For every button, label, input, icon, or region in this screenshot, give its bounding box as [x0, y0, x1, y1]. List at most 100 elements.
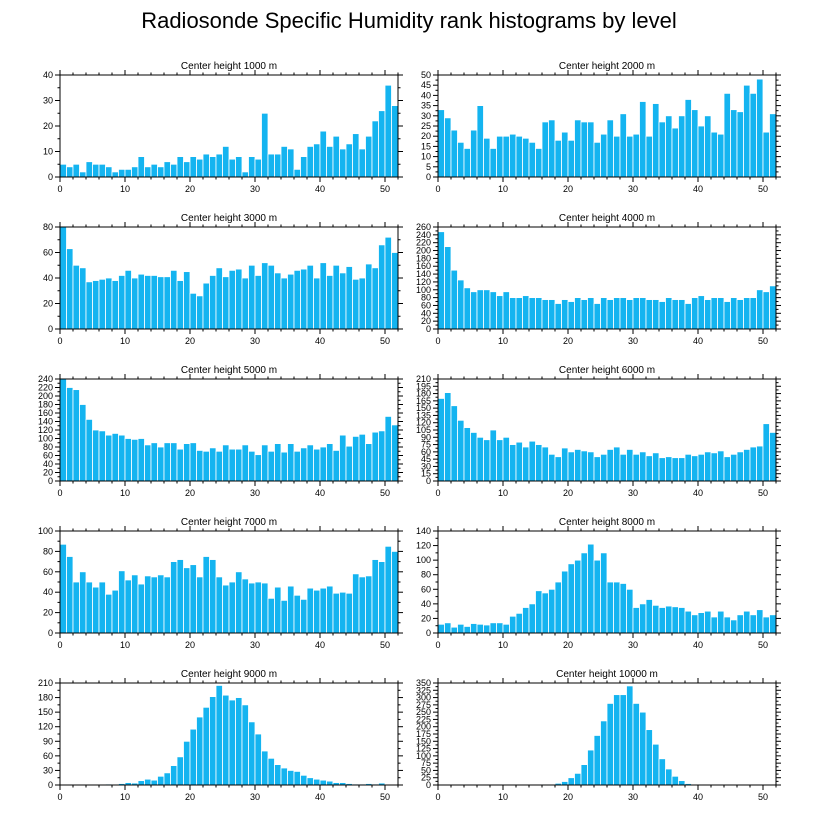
bar	[665, 768, 673, 786]
x-tick-label: 10	[120, 336, 130, 346]
bar	[639, 603, 647, 634]
bar	[222, 145, 230, 178]
bar	[144, 275, 152, 330]
x-tick-label: 0	[435, 792, 440, 802]
bar	[645, 599, 653, 634]
bar	[306, 777, 314, 786]
x-tick-label: 10	[498, 336, 508, 346]
bar	[470, 432, 478, 482]
y-tick-label: 35	[421, 101, 431, 111]
y-tick-label: 80	[421, 570, 431, 580]
bar	[358, 433, 366, 482]
bar	[371, 559, 379, 634]
bar	[678, 780, 686, 786]
y-tick-label: 160	[416, 261, 431, 271]
x-tick-label: 30	[628, 336, 638, 346]
bar	[444, 392, 452, 482]
bar	[241, 578, 249, 634]
bar	[66, 387, 74, 482]
y-tick-label: 0	[426, 324, 431, 334]
x-tick-label: 50	[758, 792, 768, 802]
bar	[697, 612, 705, 634]
bar	[280, 145, 288, 178]
x-tick-label: 0	[435, 184, 440, 194]
bar	[274, 586, 282, 634]
x-tick-label: 10	[120, 640, 130, 650]
bar	[483, 289, 491, 330]
y-tick-label: 90	[421, 432, 431, 442]
bar	[300, 447, 308, 482]
bar	[150, 442, 158, 482]
bar	[515, 135, 523, 178]
bar	[235, 156, 243, 178]
y-tick-label: 40	[43, 273, 53, 283]
y-tick-label: 175	[416, 729, 431, 739]
bar	[502, 623, 510, 634]
x-tick-label: 30	[250, 488, 260, 498]
bar	[652, 299, 660, 330]
x-tick-label: 10	[498, 184, 508, 194]
bar	[717, 610, 725, 634]
bar	[131, 277, 139, 330]
bar	[215, 685, 223, 786]
y-tick-label: 45	[421, 454, 431, 464]
bar	[671, 457, 679, 482]
bar	[332, 592, 340, 634]
bar	[72, 581, 80, 634]
x-tick-label: 0	[57, 184, 62, 194]
bar	[79, 571, 87, 634]
bar	[450, 405, 458, 482]
bar	[150, 576, 158, 634]
bar	[358, 277, 366, 330]
bar	[463, 626, 471, 634]
bar	[561, 299, 569, 330]
x-tick-label: 40	[693, 488, 703, 498]
bar	[287, 443, 295, 482]
bar	[105, 434, 113, 482]
x-tick-label: 10	[498, 792, 508, 802]
bar	[92, 280, 100, 330]
bar	[254, 275, 262, 330]
bar	[652, 103, 660, 178]
bar	[59, 543, 67, 634]
bar	[319, 779, 327, 786]
x-tick-label: 10	[120, 488, 130, 498]
y-tick-label: 40	[43, 459, 53, 469]
y-tick-label: 20	[43, 299, 53, 309]
panel-1: Center height 1000 m 0 10 20 30 40 50 0 10 20 30 40	[43, 61, 403, 194]
y-tick-label: 350	[416, 678, 431, 688]
bar	[378, 561, 386, 634]
bar	[723, 456, 731, 482]
bar	[554, 139, 562, 178]
bar	[470, 291, 478, 330]
bar	[144, 444, 152, 482]
bar	[704, 451, 712, 482]
panel-4: Center height 4000 m0 10 20 30 40 50020406080…	[416, 213, 781, 346]
bar	[313, 448, 321, 482]
y-tick-label: 50	[421, 70, 431, 80]
page-title: Radiosonde Specific Humidity rank histog…	[141, 8, 677, 33]
panel-title: Center height 1000 m	[181, 61, 277, 72]
y-tick-label: 100	[38, 526, 53, 536]
bar	[222, 584, 230, 634]
bar	[163, 442, 171, 482]
bar	[723, 92, 731, 178]
bar	[384, 415, 392, 482]
bar	[157, 574, 165, 634]
x-tick-label: 30	[628, 184, 638, 194]
y-tick-label: 0	[48, 172, 53, 182]
x-tick-label: 0	[57, 792, 62, 802]
bar	[762, 616, 770, 634]
bar	[567, 563, 575, 634]
y-tick-label: 40	[43, 587, 53, 597]
bar	[332, 264, 340, 330]
bar	[736, 299, 744, 330]
bar	[489, 429, 497, 482]
y-tick-label: 80	[43, 222, 53, 232]
bar	[730, 619, 738, 634]
x-tick-label: 40	[693, 640, 703, 650]
y-tick-label: 60	[43, 451, 53, 461]
x-tick-label: 30	[628, 488, 638, 498]
y-tick-label: 220	[38, 383, 53, 393]
bar	[561, 781, 569, 786]
